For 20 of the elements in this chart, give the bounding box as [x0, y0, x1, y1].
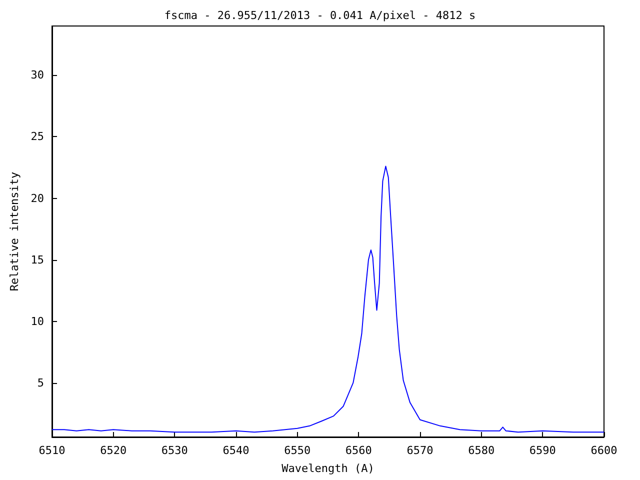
y-tick-label: 20 — [30, 192, 44, 205]
x-tick-label: 6560 — [345, 444, 372, 457]
x-tick-label: 6600 — [590, 444, 618, 457]
x-tick-label: 6530 — [161, 444, 188, 457]
y-tick-label: 30 — [30, 68, 44, 82]
chart-title: fscma - 26.955/11/2013 - 0.041 A/pixel - 4812 s — [164, 9, 476, 22]
x-tick-label: 6540 — [222, 444, 250, 457]
x-tick-label: 6520 — [100, 444, 127, 457]
x-tick-label: 6550 — [284, 444, 311, 457]
x-tick-label: 6510 — [38, 444, 66, 457]
y-tick-label: 5 — [37, 376, 44, 390]
x-tick-label: 6570 — [406, 444, 434, 457]
y-tick-label: 15 — [30, 253, 44, 266]
x-tick-label: 6580 — [468, 444, 495, 457]
x-axis-title: Wavelength (A) — [282, 462, 374, 475]
x-tick-label: 6590 — [529, 444, 556, 457]
line-series — [52, 166, 604, 433]
y-tick-label: 10 — [30, 314, 44, 328]
y-tick-label: 25 — [30, 130, 44, 144]
y-axis-title: Relative intensity — [8, 172, 21, 292]
